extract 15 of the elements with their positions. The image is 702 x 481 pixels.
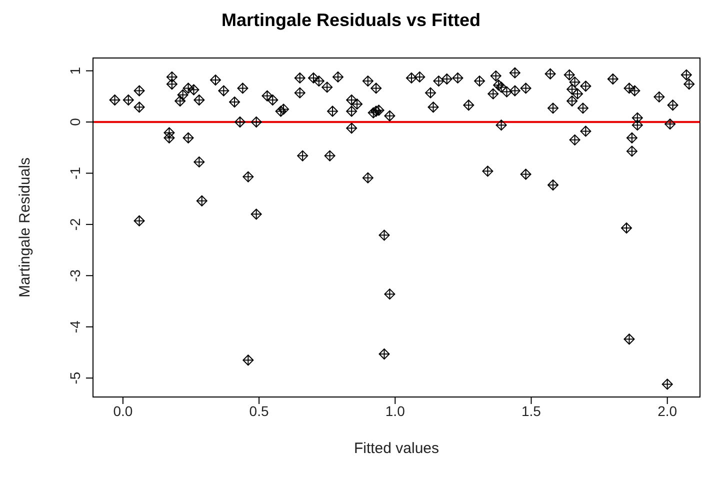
y-tick-label: 0 [67, 118, 83, 126]
y-tick-label: 1 [67, 66, 83, 75]
x-axis-title: Fitted values [354, 440, 440, 457]
y-axis-title: Martingale Residuals [16, 157, 34, 298]
x-tick-label: 0.5 [249, 402, 269, 419]
x-tick-label: 0.0 [113, 402, 133, 419]
y-tick-label: -5 [67, 372, 83, 384]
x-tick-label: 1.5 [522, 402, 542, 419]
x-tick-label: 1.0 [385, 402, 406, 419]
y-tick-label: -4 [67, 320, 83, 334]
y-tick-label: -1 [67, 166, 83, 180]
x-tick-label: 2.0 [658, 402, 678, 419]
y-tick-label: -3 [67, 269, 83, 282]
y-tick-label: -2 [67, 218, 83, 231]
chart-title: Martingale Residuals vs Fitted [220, 10, 482, 31]
